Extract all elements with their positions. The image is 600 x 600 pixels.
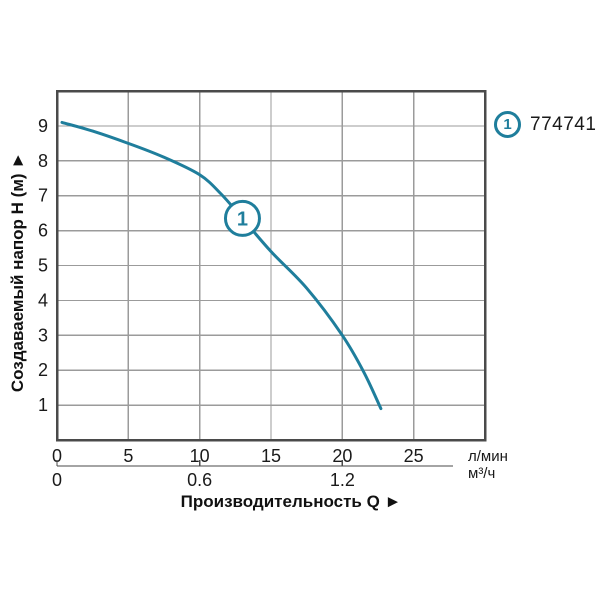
- x-unit-primary: л/мин: [468, 448, 508, 465]
- plot-border-rect: [55, 89, 487, 442]
- x-tick-label: 15: [261, 446, 281, 466]
- y-tick-label: 5: [38, 256, 48, 276]
- curve-marker: 1: [223, 199, 261, 237]
- y-axis-title: Создаваемый напор H (м) ►: [8, 151, 27, 393]
- secondary-x-tick-label: 0: [52, 470, 62, 490]
- primary-x-tick-labels: 0 5 10 15 20 25 л/мин: [52, 446, 508, 466]
- secondary-x-tick-label: 1.2: [330, 470, 355, 490]
- plot-border: [55, 89, 487, 442]
- y-tick-label: 3: [38, 325, 48, 345]
- x-unit-secondary: м³/ч: [468, 465, 495, 482]
- curve-marker-number: 1: [237, 208, 248, 230]
- x-tick-label: 5: [123, 446, 133, 466]
- x-tick-label: 25: [404, 446, 424, 466]
- y-tick-label: 1: [38, 395, 48, 415]
- secondary-x-axis: 0 0.6 1.2 м³/ч: [52, 460, 495, 490]
- x-tick-label: 0: [52, 446, 62, 466]
- legend: 1 774741: [494, 111, 596, 138]
- x-tick-label: 10: [190, 446, 210, 466]
- x-tick-label: 20: [332, 446, 352, 466]
- secondary-x-tick-label: 0.6: [187, 470, 212, 490]
- y-tick-labels: 1 2 3 4 5 6 7 8 9: [38, 116, 48, 415]
- gridlines: [57, 91, 485, 440]
- y-tick-label: 6: [38, 221, 48, 241]
- curve-marker-circle: [223, 199, 261, 237]
- y-tick-label: 4: [38, 290, 48, 310]
- y-tick-label: 9: [38, 116, 48, 136]
- legend-model-code: 774741: [530, 113, 597, 135]
- x-axis-title: Производительность Q ►: [180, 492, 402, 511]
- legend-marker-circle: 1: [494, 111, 521, 138]
- y-tick-label: 7: [38, 186, 48, 206]
- y-tick-label: 8: [38, 151, 48, 171]
- y-tick-label: 2: [38, 360, 48, 380]
